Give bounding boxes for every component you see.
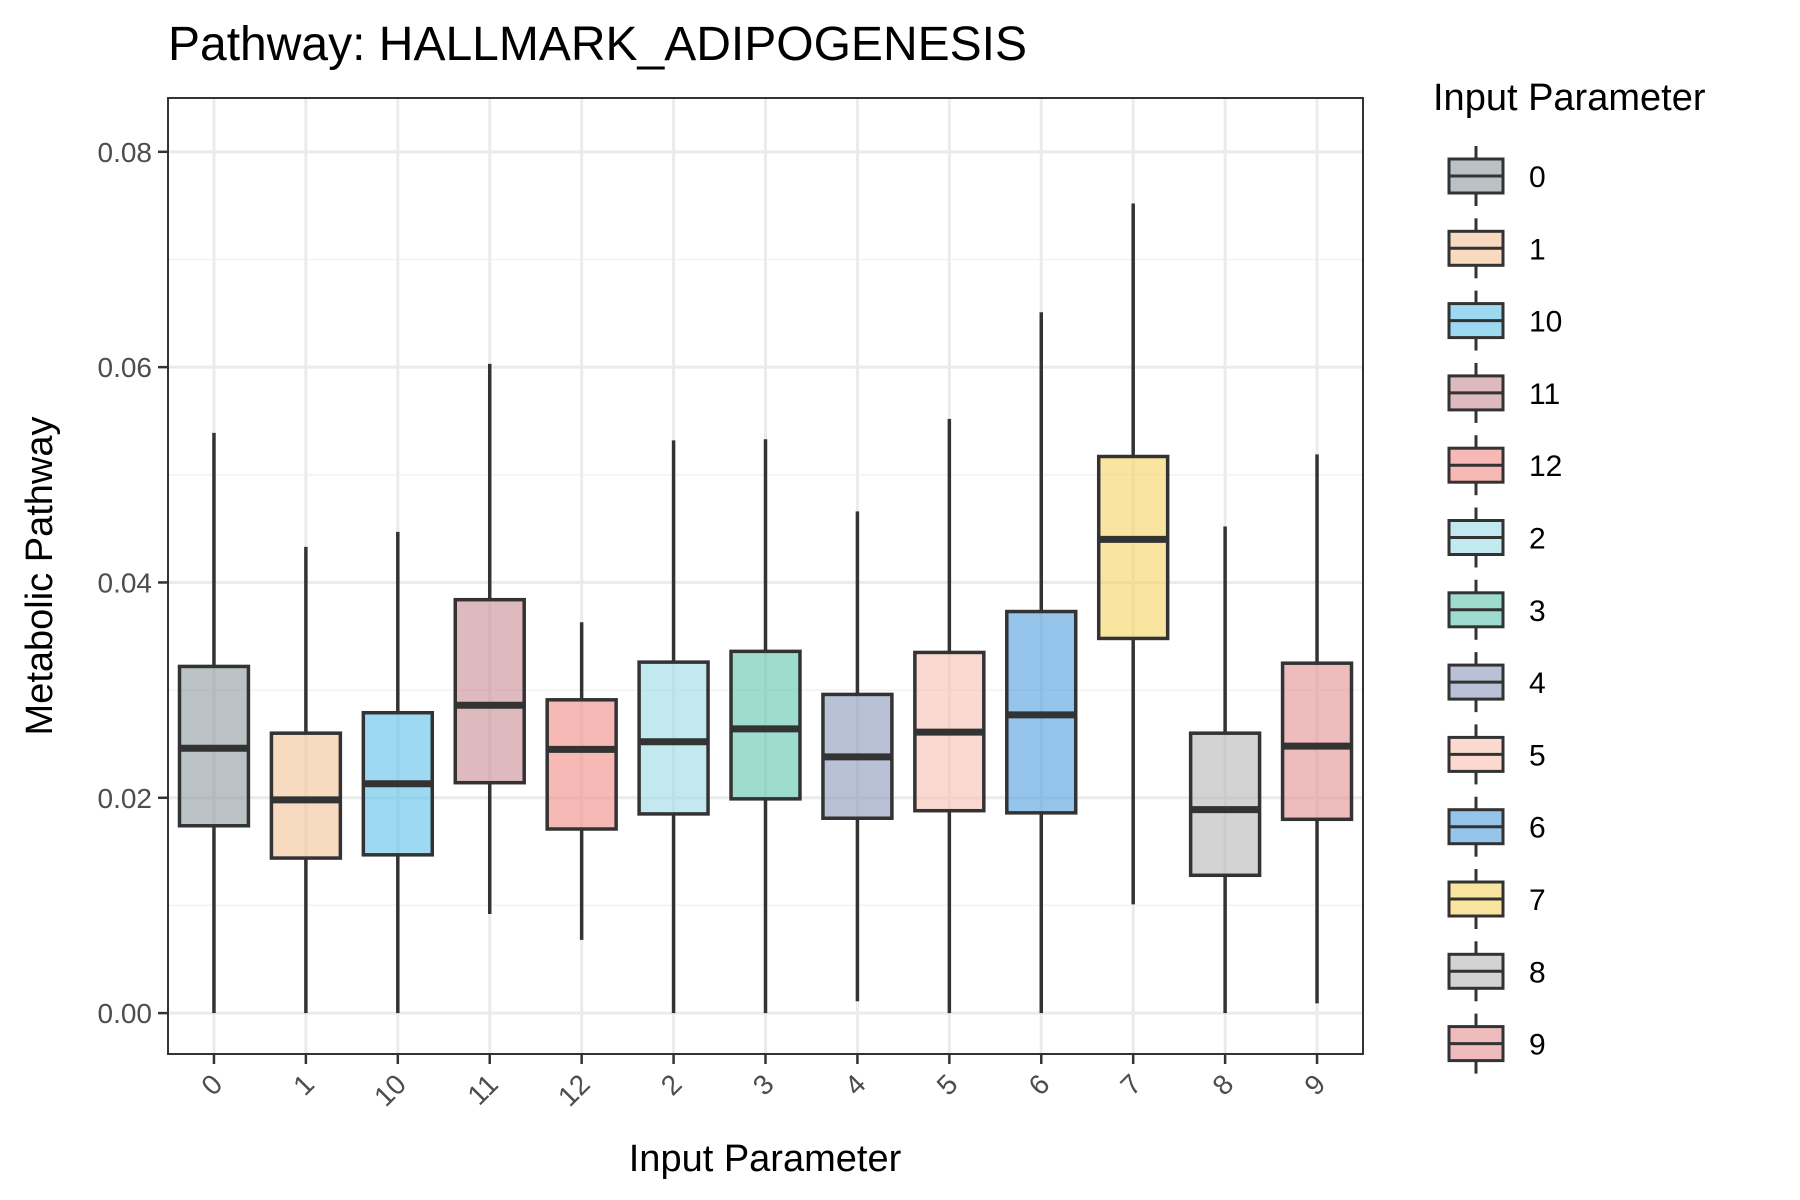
legend-item-5: 5 <box>1447 724 1546 785</box>
legend-label: 1 <box>1529 233 1546 266</box>
box-iqr <box>637 660 710 816</box>
box-1 <box>269 546 343 1014</box>
x-tick-label: 1 <box>287 1068 320 1101</box>
box-iqr <box>269 731 343 860</box>
x-tick-label: 5 <box>931 1068 964 1101</box>
legend: Input Parameter 0 1 10 11 12 2 3 4 5 6 7 8 9 <box>1433 77 1706 1074</box>
y-axis-title: Metabolic Pathway <box>19 417 61 736</box>
box-5 <box>913 418 986 1014</box>
x-tick-label: 10 <box>368 1068 412 1112</box>
box-11 <box>453 363 526 915</box>
legend-items: 0 1 10 11 12 2 3 4 5 6 7 8 9 <box>1447 146 1562 1074</box>
legend-label: 7 <box>1529 884 1546 917</box>
box-7 <box>1096 203 1170 905</box>
box-12 <box>545 622 618 940</box>
box-6 <box>1005 312 1078 1014</box>
box-2 <box>637 440 710 1014</box>
legend-item-11: 11 <box>1447 362 1560 423</box>
legend-label: 8 <box>1529 956 1546 989</box>
y-tick-label: 0.04 <box>98 567 153 598</box>
legend-item-0: 0 <box>1447 146 1546 206</box>
x-axis: 0 1 10 11 12 2 3 4 5 6 7 8 9 <box>195 1054 1331 1112</box>
box-iqr <box>1280 661 1354 822</box>
x-tick-label: 11 <box>461 1068 503 1110</box>
box-8 <box>1188 526 1262 1014</box>
box-9 <box>1280 454 1354 1004</box>
x-tick-label: 0 <box>195 1068 228 1101</box>
x-tick-label: 12 <box>552 1068 596 1112</box>
box-0 <box>177 432 251 1014</box>
y-tick-label: 0.06 <box>98 352 153 383</box>
y-tick-label: 0.02 <box>98 783 153 814</box>
box-iqr <box>1188 731 1262 878</box>
x-axis-title: Input Parameter <box>629 1138 902 1180</box>
box-iqr <box>545 698 618 831</box>
x-tick-label: 8 <box>1206 1068 1239 1101</box>
legend-item-7: 7 <box>1447 869 1546 929</box>
legend-label: 0 <box>1529 161 1546 194</box>
legend-item-8: 8 <box>1447 941 1546 1002</box>
boxes <box>177 203 1354 1014</box>
legend-label: 10 <box>1529 306 1562 339</box>
legend-item-6: 6 <box>1447 796 1546 857</box>
legend-item-4: 4 <box>1447 652 1546 713</box>
box-iqr <box>453 597 526 785</box>
legend-item-2: 2 <box>1447 507 1546 568</box>
legend-label: 9 <box>1529 1029 1546 1062</box>
y-tick-label: 0.08 <box>98 137 153 168</box>
x-tick-label: 9 <box>1298 1068 1331 1101</box>
box-3 <box>729 439 802 1014</box>
plot-panel <box>167 97 1364 1055</box>
legend-item-10: 10 <box>1447 290 1562 351</box>
y-axis: 0.00 0.02 0.04 0.06 0.08 <box>98 137 168 1029</box>
legend-label: 4 <box>1529 667 1546 700</box>
x-tick-label: 4 <box>839 1068 872 1101</box>
legend-label: 2 <box>1529 523 1546 556</box>
box-iqr <box>729 649 802 801</box>
box-iqr <box>1096 454 1170 641</box>
x-tick-label: 7 <box>1114 1068 1147 1101</box>
legend-label: 11 <box>1529 378 1560 411</box>
legend-item-9: 9 <box>1447 1013 1546 1074</box>
x-tick-label: 6 <box>1023 1068 1056 1101</box>
x-tick-label: 2 <box>655 1068 688 1101</box>
legend-title: Input Parameter <box>1433 77 1706 119</box>
legend-item-12: 12 <box>1447 435 1562 496</box>
y-tick-label: 0.00 <box>98 998 153 1029</box>
legend-label: 3 <box>1529 595 1546 628</box>
box-4 <box>821 511 894 1002</box>
x-tick-label: 3 <box>747 1068 780 1101</box>
legend-label: 12 <box>1529 450 1562 483</box>
box-10 <box>361 531 435 1014</box>
legend-label: 6 <box>1529 812 1546 845</box>
chart-title: Pathway: HALLMARK_ADIPOGENESIS <box>168 18 1027 71</box>
legend-item-1: 1 <box>1447 218 1546 279</box>
legend-label: 5 <box>1529 739 1546 772</box>
legend-item-3: 3 <box>1447 579 1546 640</box>
